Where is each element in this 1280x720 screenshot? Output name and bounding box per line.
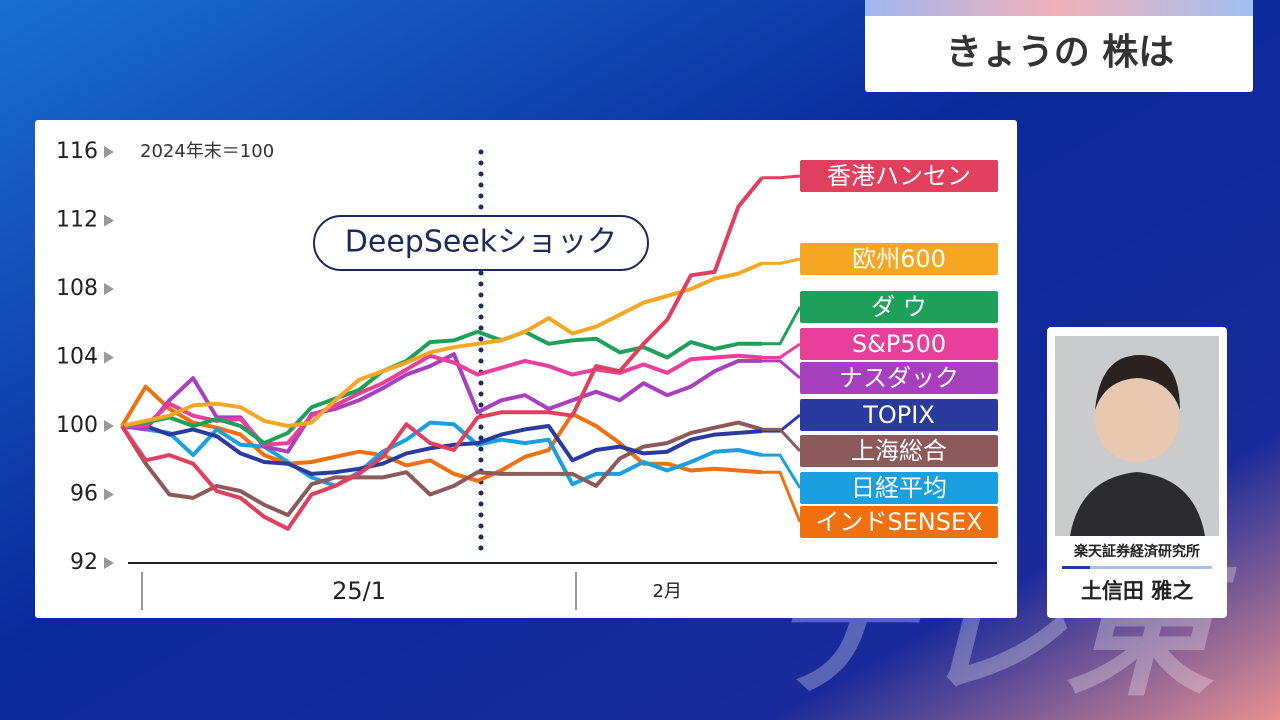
- x-tick-label: 2月: [652, 581, 681, 602]
- name-rule: [1062, 566, 1212, 569]
- series-line: [120, 176, 764, 531]
- legend-label: ダ ウ: [871, 293, 927, 321]
- label-connector: [762, 306, 802, 346]
- y-tick-mark: [104, 420, 114, 432]
- series-line: [121, 420, 763, 488]
- legend-box: [800, 160, 998, 192]
- legend-box: [800, 506, 998, 538]
- legend-box: [800, 243, 998, 275]
- legend-label: 欧州600: [852, 245, 946, 273]
- annotation-box: [313, 215, 649, 271]
- y-tick-label: 112: [56, 208, 98, 233]
- x-tick-label: 25/1: [332, 577, 386, 605]
- legend-box: [800, 435, 998, 467]
- series-line: [120, 384, 763, 483]
- title-box: [865, 0, 1253, 92]
- legend-label: インドSENSEX: [815, 508, 982, 536]
- title-strip: [865, 0, 1253, 16]
- legend-label: 香港ハンセン: [827, 162, 971, 190]
- photo-hair: [1095, 355, 1180, 410]
- y-tick-label: 92: [70, 550, 98, 575]
- photo-face: [1095, 378, 1179, 462]
- y-tick-mark: [104, 146, 114, 158]
- label-connector: [762, 427, 802, 453]
- y-tick-label: 96: [70, 482, 98, 507]
- series-line: [121, 261, 763, 428]
- legend-label: TOPIX: [862, 401, 935, 429]
- title: きょうの 株は: [946, 32, 1175, 73]
- label-connector: [762, 257, 801, 265]
- label-connector: [762, 342, 801, 359]
- label-connector: [762, 470, 802, 523]
- legend-label: 上海総合: [851, 437, 947, 465]
- y-tick-label: 100: [56, 413, 98, 438]
- photo-suit: [1070, 472, 1205, 536]
- legend-label: ナスダック: [839, 364, 959, 392]
- chart-panel: [35, 120, 1017, 618]
- label-connector: [762, 174, 801, 180]
- legend-label: 日経平均: [851, 474, 947, 502]
- y-tick-mark: [104, 351, 114, 364]
- y-tick-mark: [104, 283, 114, 295]
- legend-box: [800, 328, 998, 360]
- y-tick-mark: [104, 557, 114, 569]
- series-line: [120, 420, 763, 518]
- commentator-name: 土信田 雅之: [1081, 579, 1193, 603]
- y-tick-label: 104: [56, 345, 98, 370]
- legend-box: [800, 291, 998, 323]
- label-connector: [762, 359, 801, 380]
- annotation: DeepSeekショック: [345, 225, 617, 260]
- chart-note: 2024年末＝100: [140, 141, 274, 162]
- legend-label: S&P500: [852, 330, 946, 358]
- legend-box: [800, 472, 998, 504]
- label-connector: [762, 453, 802, 489]
- name-rule-accent: [1062, 566, 1090, 569]
- y-tick-mark: [104, 214, 114, 227]
- series-line: [122, 353, 763, 447]
- legend-box: [800, 362, 998, 394]
- series-line: [121, 329, 762, 446]
- y-tick-label: 116: [56, 139, 98, 164]
- y-tick-label: 108: [56, 276, 98, 301]
- y-tick-mark: [104, 488, 114, 501]
- affiliation: 楽天証券経済研究所: [1073, 543, 1200, 560]
- legend-box: [800, 399, 998, 431]
